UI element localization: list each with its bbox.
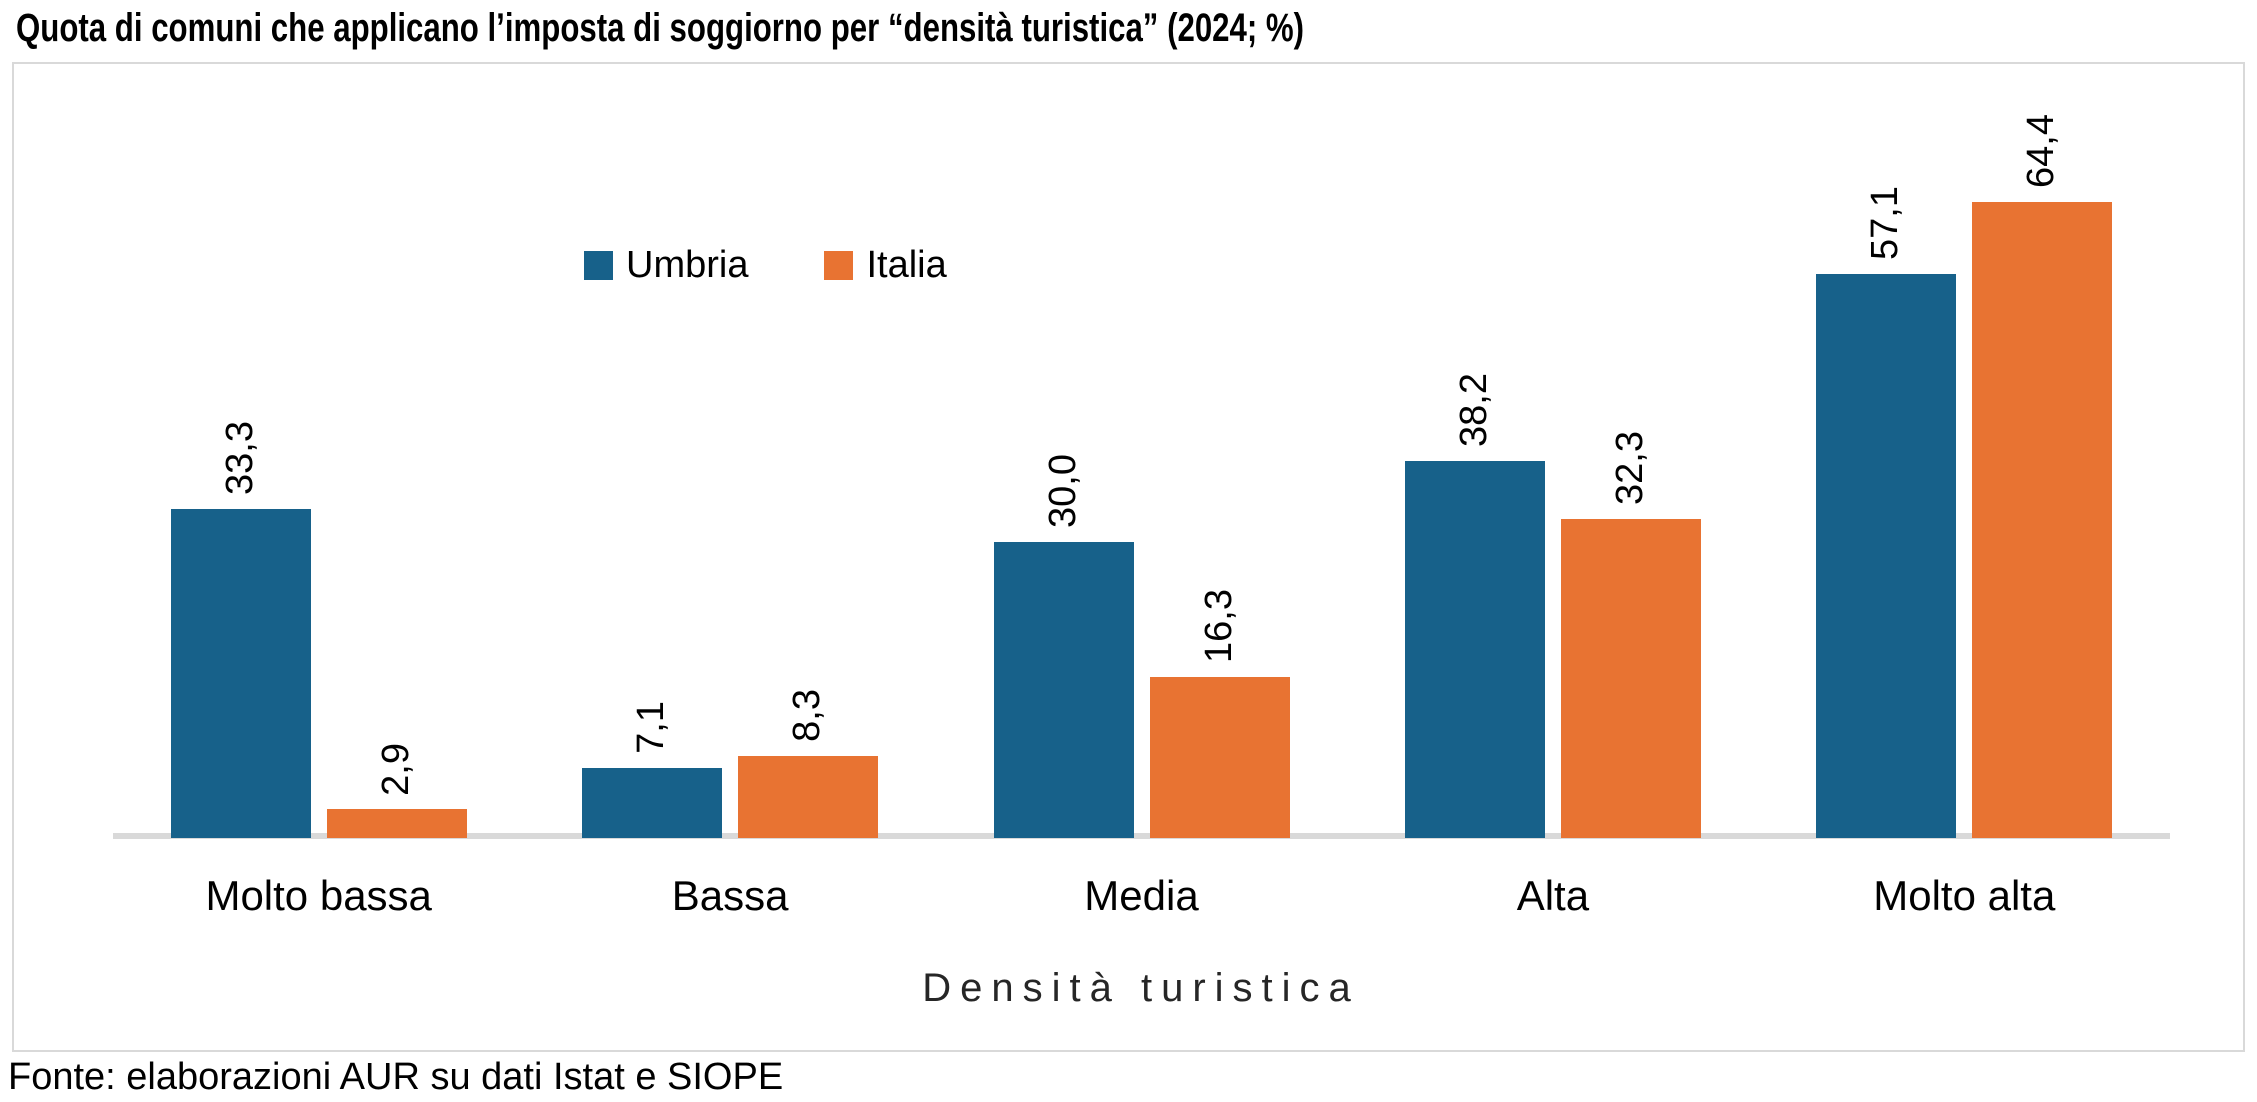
bar-italia-alta	[1560, 518, 1701, 838]
legend-label-umbria: Umbria	[626, 244, 749, 286]
legend-item-umbria: Umbria	[584, 246, 748, 284]
value-label-umbria-bassa: 7,1	[630, 701, 673, 754]
value-label-umbria-molto-bassa: 33,3	[218, 421, 261, 495]
value-label-umbria-molto-alta: 57,1	[1864, 185, 1907, 260]
bar-umbria-molto-bassa	[170, 509, 311, 838]
legend: Umbria Italia	[584, 246, 947, 284]
value-label-italia-alta: 32,3	[1609, 430, 1652, 505]
bar-umbria-alta	[1404, 460, 1545, 838]
category-label-media: Media	[1084, 872, 1199, 919]
bar-italia-media	[1149, 676, 1290, 838]
legend-swatch-umbria	[584, 250, 613, 280]
value-label-umbria-alta: 38,2	[1453, 372, 1496, 447]
category-label-bassa: Bassa	[671, 872, 789, 919]
legend-item-italia: Italia	[824, 244, 947, 286]
chart-title: Quota di comuni che applicano l’imposta …	[16, 6, 1305, 50]
category-label-molto-bassa: Molto bassa	[205, 872, 432, 919]
bar-umbria-bassa	[582, 767, 723, 838]
source-note: Fonte: elaborazioni AUR su dati Istat e …	[8, 1056, 784, 1098]
value-label-italia-molto-alta: 64,4	[2020, 113, 2063, 188]
bar-italia-molto-bassa	[326, 809, 467, 838]
category-label-molto-alta: Molto alta	[1873, 872, 2056, 919]
value-label-italia-media: 16,3	[1197, 589, 1240, 663]
x-axis-line	[113, 833, 2170, 839]
bar-italia-bassa	[738, 756, 879, 838]
value-label-umbria-media: 30,0	[1041, 453, 1084, 528]
bar-italia-molto-alta	[1972, 201, 2113, 838]
category-label-alta: Alta	[1516, 872, 1590, 919]
value-label-italia-bassa: 8,3	[786, 689, 829, 742]
x-axis-title: Densità turistica	[922, 966, 1360, 1010]
bar-umbria-media	[993, 541, 1134, 838]
value-label-italia-molto-bassa: 2,9	[374, 742, 417, 796]
legend-swatch-italia	[824, 250, 854, 280]
bar-umbria-molto-alta	[1816, 273, 1957, 838]
legend-label-italia: Italia	[866, 244, 947, 286]
